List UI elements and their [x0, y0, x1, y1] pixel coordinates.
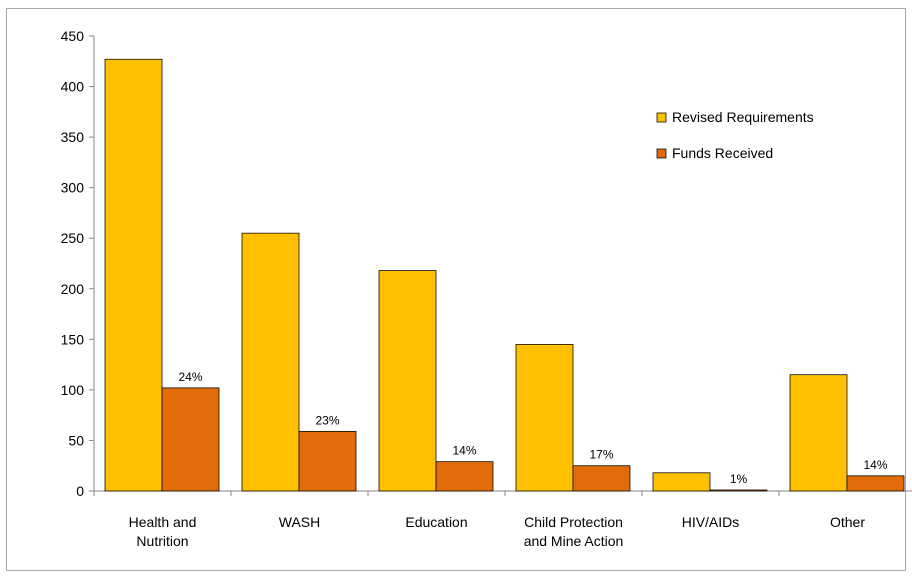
category-label: HIV/AIDs	[682, 514, 740, 530]
y-tick-label: 200	[61, 281, 85, 297]
bar-funds-received	[298, 430, 357, 492]
legend-label-revised-requirements: Revised Requirements	[672, 109, 814, 125]
bars	[104, 58, 905, 492]
category-label: WASH	[279, 514, 320, 530]
y-tick-label: 0	[76, 483, 84, 499]
legend: Revised Requirements Funds Received	[656, 109, 814, 161]
y-tick-label: 100	[61, 382, 85, 398]
data-label: 14%	[863, 458, 887, 472]
data-label: 17%	[589, 448, 613, 462]
y-tick-label: 300	[61, 180, 85, 196]
bar-revised-requirements	[241, 232, 300, 492]
bar-revised-requirements	[789, 374, 848, 492]
bar-revised-requirements	[652, 472, 711, 492]
bar-funds-received	[572, 465, 631, 492]
category-label: Health and	[129, 514, 197, 530]
bar-funds-received	[846, 475, 905, 492]
legend-swatch-revised-requirements	[656, 112, 667, 123]
y-tick-label: 450	[61, 28, 85, 44]
category-label: Nutrition	[136, 533, 188, 549]
y-tick-label: 250	[61, 230, 85, 246]
bar-revised-requirements	[378, 270, 437, 492]
legend-swatch-funds-received	[656, 148, 667, 159]
category-label: and Mine Action	[524, 533, 624, 549]
bar-revised-requirements	[104, 58, 163, 492]
category-label: Other	[830, 514, 865, 530]
y-tick-label: 50	[68, 432, 84, 448]
data-label: 1%	[730, 472, 748, 486]
category-labels: Health and Nutrition WASH Education Child Pr…	[129, 514, 866, 549]
bar-funds-received	[435, 461, 494, 492]
data-label: 14%	[452, 444, 476, 458]
category-label: Education	[405, 514, 467, 530]
y-tick-label: 350	[61, 129, 85, 145]
axes: 0 50 100 150 200 250 300 350 400 450	[61, 28, 912, 499]
bar-revised-requirements	[515, 344, 574, 492]
data-label: 23%	[315, 413, 339, 427]
data-labels: 24% 23% 14% 17% 1% 14%	[178, 370, 887, 486]
data-label: 24%	[178, 370, 202, 384]
legend-label-funds-received: Funds Received	[672, 145, 773, 161]
bar-funds-received	[709, 489, 768, 492]
y-tick-label: 400	[61, 79, 85, 95]
category-label: Child Protection	[524, 514, 623, 530]
bar-funds-received	[161, 387, 220, 492]
y-tick-label: 150	[61, 331, 85, 347]
